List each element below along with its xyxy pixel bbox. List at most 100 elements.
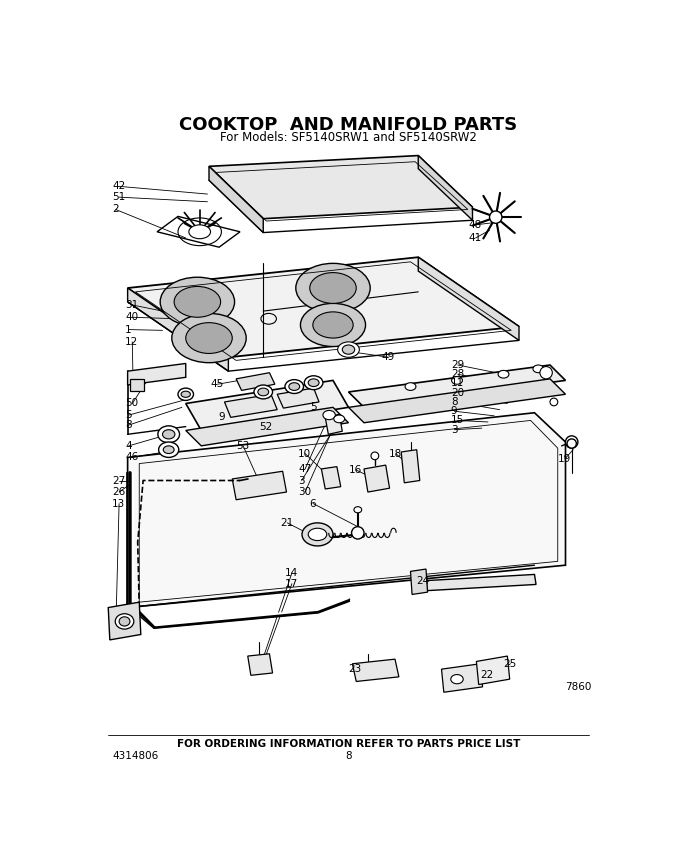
Text: 25: 25 bbox=[503, 659, 517, 669]
Text: For Models: SF5140SRW1 and SF5140SRW2: For Models: SF5140SRW1 and SF5140SRW2 bbox=[220, 131, 477, 144]
Ellipse shape bbox=[334, 415, 345, 423]
Text: FOR ORDERING INFORMATION REFER TO PARTS PRICE LIST: FOR ORDERING INFORMATION REFER TO PARTS … bbox=[177, 739, 520, 749]
Ellipse shape bbox=[301, 304, 366, 347]
Text: 31: 31 bbox=[125, 300, 139, 310]
Text: 42: 42 bbox=[112, 181, 125, 192]
Ellipse shape bbox=[172, 313, 246, 363]
Text: COOKTOP  AND MANIFOLD PARTS: COOKTOP AND MANIFOLD PARTS bbox=[180, 116, 517, 134]
Ellipse shape bbox=[533, 365, 544, 372]
Text: 10: 10 bbox=[298, 449, 311, 458]
Ellipse shape bbox=[338, 342, 359, 357]
Polygon shape bbox=[108, 602, 141, 640]
Polygon shape bbox=[233, 471, 286, 500]
Polygon shape bbox=[325, 415, 342, 434]
Ellipse shape bbox=[189, 224, 211, 239]
Text: 23: 23 bbox=[348, 664, 362, 674]
Ellipse shape bbox=[119, 617, 130, 626]
Text: 16: 16 bbox=[348, 464, 362, 475]
Polygon shape bbox=[128, 288, 228, 372]
Ellipse shape bbox=[285, 379, 303, 394]
Polygon shape bbox=[411, 569, 428, 594]
Text: 27: 27 bbox=[112, 476, 125, 486]
Ellipse shape bbox=[566, 436, 578, 448]
Ellipse shape bbox=[490, 211, 502, 224]
Ellipse shape bbox=[163, 430, 175, 439]
Ellipse shape bbox=[452, 377, 462, 384]
Text: 19: 19 bbox=[558, 454, 571, 464]
Ellipse shape bbox=[186, 322, 233, 353]
Ellipse shape bbox=[296, 263, 370, 313]
Polygon shape bbox=[364, 465, 390, 492]
Ellipse shape bbox=[371, 452, 379, 460]
Ellipse shape bbox=[181, 391, 190, 397]
Text: 41: 41 bbox=[469, 233, 482, 243]
Polygon shape bbox=[352, 659, 399, 681]
Text: 21: 21 bbox=[280, 518, 294, 528]
Ellipse shape bbox=[451, 674, 463, 684]
Text: 46: 46 bbox=[125, 452, 139, 463]
Ellipse shape bbox=[354, 507, 362, 513]
Ellipse shape bbox=[323, 410, 335, 420]
Text: 15: 15 bbox=[451, 415, 464, 426]
Ellipse shape bbox=[352, 526, 364, 539]
Polygon shape bbox=[401, 450, 420, 482]
Ellipse shape bbox=[305, 376, 323, 390]
Polygon shape bbox=[224, 394, 277, 417]
Ellipse shape bbox=[163, 445, 174, 453]
Text: 13: 13 bbox=[112, 499, 125, 508]
Polygon shape bbox=[418, 257, 519, 341]
Text: 7860: 7860 bbox=[566, 682, 592, 691]
Ellipse shape bbox=[302, 523, 333, 546]
Text: 8: 8 bbox=[451, 397, 458, 407]
Polygon shape bbox=[186, 380, 348, 431]
Text: 2: 2 bbox=[112, 205, 119, 214]
Text: 8: 8 bbox=[345, 751, 352, 761]
Polygon shape bbox=[322, 467, 341, 489]
Text: 3: 3 bbox=[298, 476, 305, 486]
Ellipse shape bbox=[308, 528, 327, 541]
Text: 29: 29 bbox=[451, 360, 464, 370]
Ellipse shape bbox=[405, 383, 416, 390]
Bar bbox=[130, 379, 144, 391]
Text: 53: 53 bbox=[236, 441, 250, 451]
Text: 5: 5 bbox=[310, 402, 316, 412]
Text: 30: 30 bbox=[298, 487, 311, 497]
Ellipse shape bbox=[567, 439, 577, 448]
Ellipse shape bbox=[158, 426, 180, 443]
Polygon shape bbox=[128, 257, 519, 357]
Text: 51: 51 bbox=[112, 192, 125, 202]
Text: 24: 24 bbox=[417, 575, 430, 586]
Ellipse shape bbox=[158, 442, 179, 458]
Text: 1: 1 bbox=[125, 324, 132, 335]
Ellipse shape bbox=[540, 366, 552, 379]
Polygon shape bbox=[236, 372, 275, 390]
Ellipse shape bbox=[342, 345, 355, 354]
Text: 3: 3 bbox=[451, 425, 458, 434]
Polygon shape bbox=[426, 574, 536, 591]
Polygon shape bbox=[477, 656, 510, 685]
Ellipse shape bbox=[313, 312, 353, 338]
Text: 49: 49 bbox=[382, 353, 395, 362]
Text: 28: 28 bbox=[451, 369, 464, 379]
Text: 11: 11 bbox=[451, 378, 464, 389]
Text: 52: 52 bbox=[259, 421, 273, 432]
Polygon shape bbox=[209, 166, 263, 232]
Text: 12: 12 bbox=[125, 337, 139, 347]
Text: 48: 48 bbox=[469, 220, 482, 230]
Text: 5: 5 bbox=[125, 410, 132, 420]
Ellipse shape bbox=[308, 379, 319, 386]
Text: 50: 50 bbox=[125, 398, 139, 408]
Ellipse shape bbox=[289, 383, 300, 390]
Text: 22: 22 bbox=[480, 670, 494, 679]
Text: 17: 17 bbox=[285, 579, 299, 589]
Polygon shape bbox=[418, 156, 473, 220]
Text: 18: 18 bbox=[389, 449, 402, 458]
Text: 45: 45 bbox=[211, 379, 224, 390]
Text: 8: 8 bbox=[125, 420, 132, 430]
Ellipse shape bbox=[258, 388, 269, 396]
Text: 4: 4 bbox=[125, 441, 132, 451]
Polygon shape bbox=[441, 664, 483, 692]
Polygon shape bbox=[128, 413, 566, 607]
Polygon shape bbox=[186, 408, 348, 445]
Text: 20: 20 bbox=[451, 388, 464, 397]
